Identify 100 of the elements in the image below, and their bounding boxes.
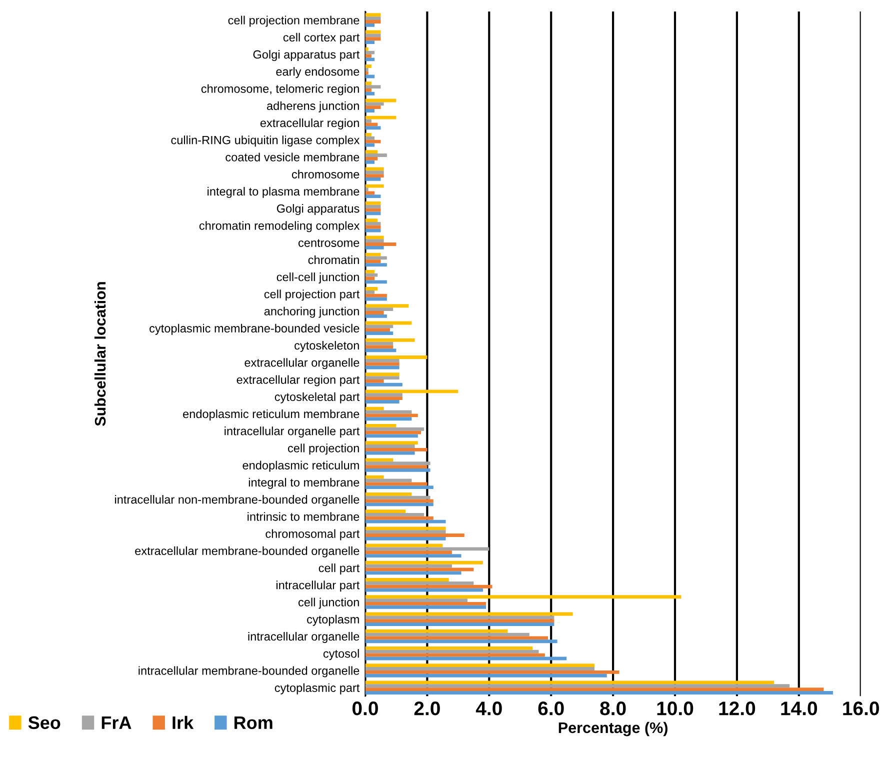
legend-label: Irk [172, 716, 194, 729]
y-tick-label: extracellular region [260, 118, 359, 130]
bar [365, 534, 464, 537]
bar [365, 71, 368, 75]
bar [365, 430, 421, 434]
bar [365, 554, 462, 558]
bar [365, 653, 545, 657]
y-tick-label: cytoskeleton [294, 340, 359, 352]
bar [365, 304, 409, 308]
bar [365, 194, 381, 198]
bar [365, 684, 790, 688]
bar [365, 260, 381, 264]
y-tick-label: coated vesicle membrane [226, 152, 360, 162]
bar [365, 174, 384, 178]
bar [365, 448, 428, 452]
bar [365, 441, 418, 445]
legend-label: Rom [234, 716, 272, 730]
bar [365, 64, 372, 68]
y-tick-label: intracellular non-membrane-bounded organelle [115, 495, 360, 506]
bar [365, 311, 384, 314]
bar [365, 228, 381, 232]
bar [365, 263, 387, 267]
bar [365, 595, 682, 599]
y-tick-label: intrinsic to membrane [248, 512, 360, 521]
bar [365, 308, 394, 312]
bar [365, 382, 402, 386]
bar [365, 58, 375, 62]
bar [365, 156, 378, 160]
y-axis-title: Subcellular location [94, 282, 106, 426]
y-tick-label: intracellular part [276, 580, 360, 592]
bar [365, 520, 446, 524]
bar [365, 376, 400, 380]
y-tick-label: cell projection part [264, 290, 360, 301]
bar [365, 133, 372, 136]
x-tick-label: 2.0 [414, 702, 440, 716]
bar [365, 218, 378, 222]
bar [365, 451, 415, 455]
y-tick-label: anchoring junction [264, 306, 359, 318]
y-tick-label: extracellular membrane-bounded organelle [135, 546, 360, 558]
x-tick-label: 10.0 [657, 702, 694, 716]
bar [365, 602, 486, 606]
bar [365, 16, 381, 20]
bar [365, 584, 492, 588]
bar [365, 106, 381, 110]
bar [365, 640, 558, 644]
bar [365, 239, 384, 243]
bar [365, 646, 533, 650]
y-tick-label: chromatin [308, 255, 359, 264]
bar [365, 167, 384, 171]
bar [365, 150, 378, 154]
bar [365, 680, 774, 684]
y-tick-label: integral to plasma membrane [208, 186, 360, 198]
bar [365, 444, 415, 448]
bar [365, 486, 434, 490]
bar [365, 122, 378, 126]
bar [365, 427, 424, 431]
y-tick-label: cullin-RING ubiquitin ligase complex [171, 136, 360, 147]
bar [365, 400, 400, 404]
bar [365, 34, 381, 38]
bar [365, 502, 434, 506]
bar [365, 236, 384, 240]
y-tick-label: chromosome, telomeric region [201, 84, 359, 96]
bar [365, 598, 468, 602]
y-tick-label: chromatin remodeling complex [199, 221, 360, 232]
bar [365, 465, 428, 468]
bar [365, 468, 430, 472]
bar [365, 136, 375, 140]
x-tick-label: 0.0 [352, 702, 378, 716]
bar [365, 212, 381, 216]
y-tick-label: integral to membrane [248, 478, 360, 489]
bar [365, 324, 394, 328]
x-axis-title: Percentage (%) [558, 722, 668, 736]
bar [365, 82, 372, 86]
y-tick-label: early endosome [276, 67, 360, 78]
bar [365, 160, 375, 164]
y-tick-label: centrosome [298, 239, 360, 247]
bar [365, 290, 375, 294]
bar [365, 622, 554, 626]
y-tick-label: endoplasmic reticulum membrane [183, 409, 360, 420]
bar [365, 516, 434, 520]
y-tick-label: Golgi apparatus [276, 204, 360, 216]
bar [365, 85, 381, 88]
y-tick-label: cell part [318, 563, 360, 574]
legend-label: Seo [28, 716, 60, 730]
y-tick-label: cytoplasm [307, 614, 359, 626]
bar [365, 417, 412, 421]
bar [365, 222, 381, 226]
bar [365, 629, 508, 633]
bar [365, 47, 368, 51]
bar [365, 37, 381, 41]
bar [365, 578, 449, 582]
bar [365, 619, 554, 623]
bar [365, 496, 430, 500]
y-tick-label: cytoplasmic membrane-bounded vesicle [150, 324, 360, 335]
y-tick-label: cell projection [288, 444, 359, 455]
x-tick-label: 12.0 [719, 702, 756, 716]
bar [365, 424, 396, 428]
y-tick-label: endoplasmic reticulum [242, 460, 359, 472]
bar [365, 287, 378, 290]
bar [365, 581, 474, 585]
